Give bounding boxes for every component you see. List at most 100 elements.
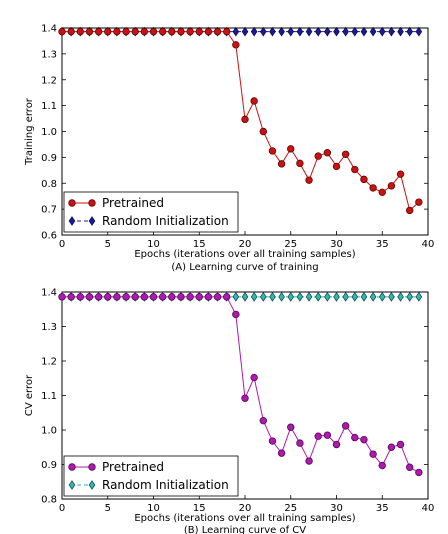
data-point bbox=[77, 28, 84, 35]
legend-marker bbox=[69, 200, 76, 207]
x-tick-label: 35 bbox=[376, 503, 389, 514]
data-point bbox=[77, 294, 84, 301]
data-point bbox=[333, 441, 340, 448]
data-point bbox=[352, 434, 359, 441]
data-point bbox=[370, 185, 377, 192]
y-tick-label: 1.4 bbox=[41, 288, 57, 299]
data-point bbox=[251, 374, 258, 381]
x-tick-label: 40 bbox=[422, 239, 435, 250]
data-point bbox=[379, 189, 386, 196]
data-point bbox=[297, 160, 304, 167]
data-point bbox=[59, 294, 66, 301]
data-point bbox=[214, 28, 221, 35]
data-point bbox=[159, 294, 166, 301]
legend-marker bbox=[69, 464, 76, 471]
data-point bbox=[278, 161, 285, 168]
data-point bbox=[159, 28, 166, 35]
data-point bbox=[104, 28, 111, 35]
data-point bbox=[169, 28, 176, 35]
data-point bbox=[196, 28, 203, 35]
data-point bbox=[416, 469, 423, 476]
x-tick-label: 5 bbox=[105, 239, 111, 250]
data-point bbox=[297, 440, 304, 447]
data-point bbox=[361, 436, 368, 443]
data-point bbox=[233, 42, 240, 49]
data-point bbox=[388, 444, 395, 451]
data-point bbox=[342, 423, 349, 430]
data-point bbox=[315, 433, 322, 440]
data-point bbox=[187, 294, 194, 301]
data-point bbox=[388, 183, 395, 190]
data-point bbox=[205, 294, 212, 301]
legend: Pretrained Random Initialization bbox=[64, 192, 238, 232]
data-point bbox=[342, 151, 349, 158]
data-point bbox=[278, 450, 285, 457]
data-point bbox=[287, 146, 294, 153]
data-point bbox=[269, 438, 276, 445]
x-tick-label: 5 bbox=[105, 503, 111, 514]
data-point bbox=[260, 417, 267, 424]
y-tick-label: 1.1 bbox=[41, 391, 57, 402]
x-tick-label: 0 bbox=[59, 239, 65, 250]
y-tick-label: 0.9 bbox=[41, 460, 57, 471]
data-point bbox=[86, 28, 93, 35]
data-point bbox=[178, 28, 185, 35]
data-point bbox=[324, 432, 331, 439]
legend-label: Pretrained bbox=[102, 196, 164, 210]
legend-label: Random Initialization bbox=[102, 478, 229, 492]
data-point bbox=[196, 294, 203, 301]
data-point bbox=[251, 98, 258, 105]
data-point bbox=[150, 28, 157, 35]
data-point bbox=[141, 28, 148, 35]
data-point bbox=[397, 441, 404, 448]
y-tick-label: 1.0 bbox=[41, 426, 57, 437]
data-point bbox=[95, 28, 102, 35]
x-tick-label: 35 bbox=[376, 239, 389, 250]
data-point bbox=[123, 294, 130, 301]
y-tick-label: 1.0 bbox=[41, 127, 57, 138]
panel-caption: (B) Learning curve of CV bbox=[184, 525, 306, 534]
data-point bbox=[178, 294, 185, 301]
x-axis-label: Epochs (iterations over all training sam… bbox=[134, 513, 355, 524]
legend-label: Random Initialization bbox=[102, 214, 229, 228]
data-point bbox=[169, 294, 176, 301]
data-point bbox=[214, 294, 221, 301]
data-point bbox=[132, 294, 139, 301]
data-point bbox=[150, 294, 157, 301]
data-point bbox=[324, 149, 331, 156]
panel-caption: (A) Learning curve of training bbox=[171, 262, 318, 273]
data-point bbox=[269, 148, 276, 155]
data-point bbox=[242, 395, 249, 402]
data-point bbox=[406, 464, 413, 471]
y-tick-label: 0.7 bbox=[41, 205, 57, 216]
data-point bbox=[223, 28, 230, 35]
data-point bbox=[223, 294, 230, 301]
y-tick-label: 1.2 bbox=[41, 75, 57, 86]
x-tick-label: 40 bbox=[422, 503, 435, 514]
legend-marker bbox=[89, 464, 96, 471]
data-point bbox=[260, 128, 267, 135]
data-point bbox=[397, 171, 404, 178]
data-point bbox=[86, 294, 93, 301]
data-point bbox=[333, 163, 340, 170]
y-tick-label: 1.1 bbox=[41, 101, 57, 112]
y-tick-label: 1.2 bbox=[41, 357, 57, 368]
data-point bbox=[95, 294, 102, 301]
x-tick-label: 0 bbox=[59, 503, 65, 514]
y-tick-label: 0.8 bbox=[41, 495, 57, 506]
data-point bbox=[361, 176, 368, 183]
y-axis-label: CV error bbox=[24, 374, 35, 416]
data-point bbox=[416, 199, 423, 206]
data-point bbox=[306, 177, 313, 184]
data-point bbox=[205, 28, 212, 35]
data-point bbox=[352, 166, 359, 173]
data-point bbox=[114, 28, 121, 35]
data-point bbox=[406, 207, 413, 214]
data-point bbox=[315, 153, 322, 160]
chart-panel-2: 0 5 10 15 20 25 30 35 400.80.91.01.11.21.31.4CV … bbox=[24, 288, 434, 534]
data-point bbox=[379, 462, 386, 469]
chart-panel-1: 0 5 10 15 20 25 30 35 40 0.6 0.7 0.8 0.9 1.0 1.1 1.2 1.3… bbox=[24, 24, 434, 274]
y-axis-label: Training error bbox=[24, 97, 35, 166]
legend: Pretrained Random Initialization bbox=[64, 456, 238, 496]
